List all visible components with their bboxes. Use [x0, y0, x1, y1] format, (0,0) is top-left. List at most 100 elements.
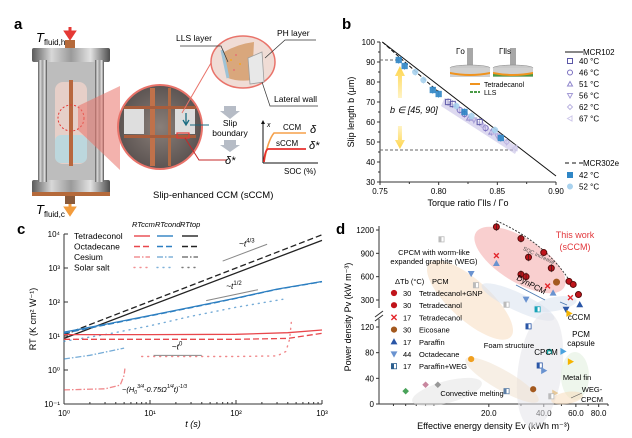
legend-marker: [567, 69, 573, 76]
scaling-guide-label: ~t1/2: [226, 281, 242, 291]
y-tick-label: 70: [366, 98, 375, 107]
guide-base: ~t: [239, 239, 247, 249]
legend-c: RTccm RTcond RTtop TetradeconolOctadecaneCe…: [74, 220, 200, 273]
cccm-label: cCCM: [568, 313, 591, 322]
guide-exponent: 1/2: [233, 281, 242, 287]
chart-b: 0.75 0.80 0.85 0.90 30 40 50 60 70 80 90 100 Torque …: [346, 38, 620, 208]
weg-cpcm-label: WEG-: [582, 385, 603, 394]
x-tick-label: 0.80: [431, 187, 447, 196]
y-axis-label: RT (K cm² W⁻¹): [28, 288, 38, 350]
lls-legend-label: LLS: [484, 90, 497, 97]
data-point: [472, 282, 479, 289]
layer-ellipse: [210, 35, 276, 89]
data-point: [534, 306, 541, 313]
x-axis-label: Torque ratio Γlls / Γo: [428, 198, 509, 208]
legend-label: 52 °C: [579, 183, 599, 192]
data-point: [522, 296, 530, 303]
marker-fill: [503, 388, 507, 394]
data-point: [503, 301, 510, 308]
hot-inlet-arrow-icon: [63, 27, 77, 41]
data-point: [546, 348, 553, 354]
legend-marker: [566, 115, 573, 122]
legend-marker: [390, 338, 398, 345]
x-tick-label: 10²: [230, 409, 242, 418]
series-line: [63, 281, 323, 334]
sccm-label: sCCM: [276, 139, 299, 148]
formula-part: ~(H: [122, 385, 135, 394]
data-point: [567, 358, 575, 366]
data-point: [553, 278, 561, 286]
tetradecanol-legend-label: Tetradecanol: [484, 82, 525, 89]
data-point: [574, 291, 582, 299]
scaling-guide-line: [206, 289, 259, 302]
hot-inlet-pipe: [65, 40, 75, 48]
cpcm-weg-label-2: expanded graphite (WEG): [390, 257, 478, 266]
axis-break-icon: [374, 310, 384, 322]
tetradecanol-layer: [450, 72, 490, 76]
y-tick-label: 10²: [48, 298, 60, 307]
this-work-label: This work: [556, 230, 595, 240]
legend-dt: 44: [403, 350, 411, 359]
guide-base: ~t: [172, 341, 180, 351]
delta-star-inset-label: δ*: [309, 140, 320, 152]
legend-marker: [567, 172, 573, 178]
data-point: [576, 301, 584, 308]
slip-arrow-icon: [182, 113, 190, 127]
x-tick-label: 10³: [316, 409, 328, 418]
x-axis-label: t (s): [185, 419, 201, 429]
legend-label: 42 °C: [579, 171, 599, 180]
guide-exponent: 4/3: [246, 239, 255, 245]
legend-marker: [390, 363, 397, 370]
legend-pcm: Paraffin+WEG: [419, 362, 467, 371]
marker-fill: [525, 323, 529, 329]
legend-pcm: Tetradecanol+GNP: [419, 289, 483, 298]
guide-base: ~t: [226, 281, 234, 291]
data-point: [530, 386, 537, 393]
panel-d: d 20.040.060.080.0040801203006009001200E…: [336, 220, 609, 431]
rheometer-base: [450, 68, 490, 77]
series-line: [141, 321, 292, 358]
x-tick-label: 0.75: [372, 187, 388, 196]
legend-header-dt: ΔTb (°C): [395, 277, 425, 286]
legend-label: 40 °C: [579, 57, 599, 66]
y-tick-label: 40: [366, 158, 375, 167]
x-tick-label: 10⁰: [58, 409, 70, 418]
legend-pcm: Octadecane: [419, 350, 459, 359]
data-point: [467, 270, 475, 278]
y-tick-label: 10⁻¹: [44, 400, 60, 409]
cccm-line: [559, 301, 568, 306]
series-line: [63, 234, 323, 336]
marker-inner: [548, 351, 551, 354]
legend-dt: 30: [403, 326, 411, 335]
y-tick-label: 0: [370, 400, 375, 409]
metal-fin-label: Metal fin: [563, 373, 591, 382]
legend-pcm: Tetradecanol: [419, 301, 462, 310]
formula-part: 1/4: [167, 384, 174, 390]
x-tick-label: 60.0: [568, 409, 584, 418]
data-point: [566, 309, 573, 317]
data-point: [402, 387, 409, 395]
y-tick-label: 90: [366, 58, 375, 67]
tetradecanol-layer: [493, 72, 533, 76]
y-tick-label: 10¹: [48, 332, 60, 341]
legend-label: 67 °C: [579, 115, 599, 124]
this-work-region: [474, 226, 566, 294]
marker-fill: [537, 362, 540, 369]
formula-annotation: ~(H03/4-0.75Ω1/4t)-1/3: [122, 384, 187, 396]
rheometer-shaft: [467, 48, 473, 66]
torque-label: Γlls: [499, 47, 511, 56]
delta-star-leader: [184, 137, 227, 161]
legend-header-pcm: PCM: [432, 277, 449, 286]
dynpcm-line: [515, 284, 546, 301]
x-tick-label: 80.0: [591, 409, 607, 418]
panel-letter-b: b: [342, 16, 351, 33]
fit-line: [382, 41, 439, 93]
panel-a: a Tfluid,h Tfluid,c: [14, 16, 320, 219]
guide-exponent: 0: [179, 341, 183, 347]
convective-region: [412, 377, 482, 407]
x-tick-label: 0.90: [548, 187, 564, 196]
legend-label: 46 °C: [579, 69, 599, 78]
panel-letter-c: c: [17, 221, 25, 238]
